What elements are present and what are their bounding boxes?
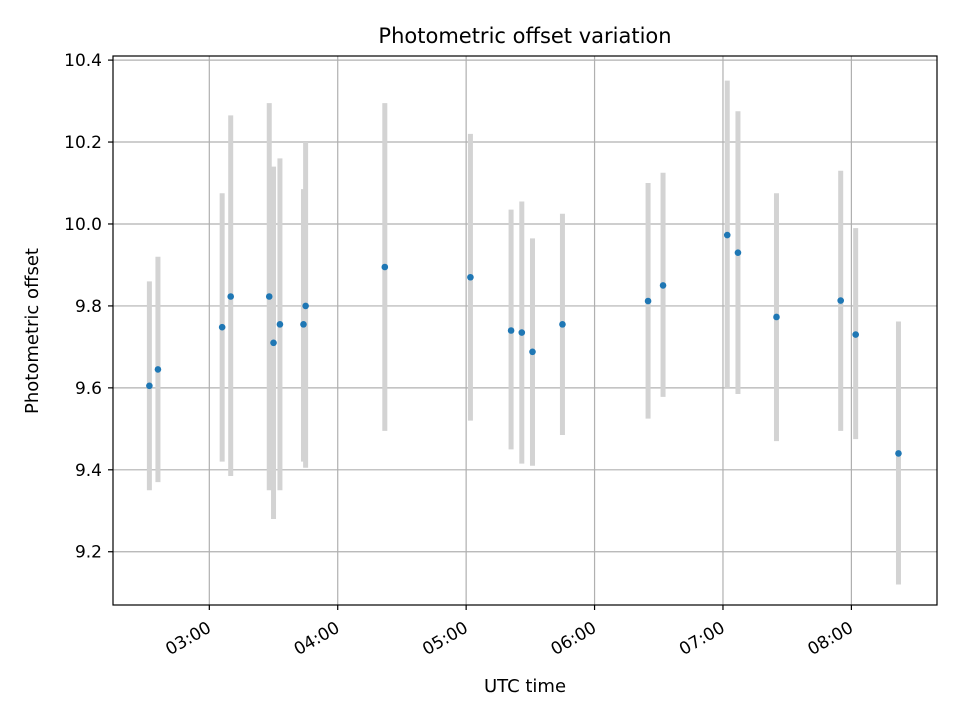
data-point [381,263,389,271]
data-point [773,313,780,321]
data-point [154,366,162,373]
y-tick-label: 10.0 [64,215,102,235]
data-point [227,293,235,300]
data-point [529,348,536,356]
y-tick-label: 10.4 [64,51,102,71]
y-tick-label: 9.6 [75,379,102,399]
data-point [507,327,515,334]
y-axis-ticks: 9.2 9.4 9.6 9.8 10.0 10.2 10.4 [64,51,113,563]
data-points [146,231,902,457]
grid-lines [113,56,937,605]
y-tick-label: 9.2 [75,543,102,563]
data-point [659,282,667,289]
data-point [518,329,526,336]
data-point [218,323,226,331]
x-axis-title: UTC time [484,676,566,697]
data-point [734,249,742,256]
data-point [302,302,309,310]
y-tick-label: 9.8 [75,297,102,317]
chart-title: Photometric offset variation [378,24,671,48]
data-point [895,450,902,457]
plot-frame [112,55,938,606]
data-point [467,273,474,281]
data-point [300,321,307,328]
y-tick-label: 10.2 [64,133,102,153]
data-point [270,339,277,347]
data-point [723,231,731,239]
y-tick-label: 9.4 [75,461,102,481]
data-point [146,382,153,390]
data-point [852,331,859,338]
y-axis-title: Photometric offset [22,248,43,414]
data-point [559,321,566,328]
data-point [837,297,844,304]
data-point [265,293,273,300]
data-point [276,321,284,328]
data-point [644,297,652,305]
